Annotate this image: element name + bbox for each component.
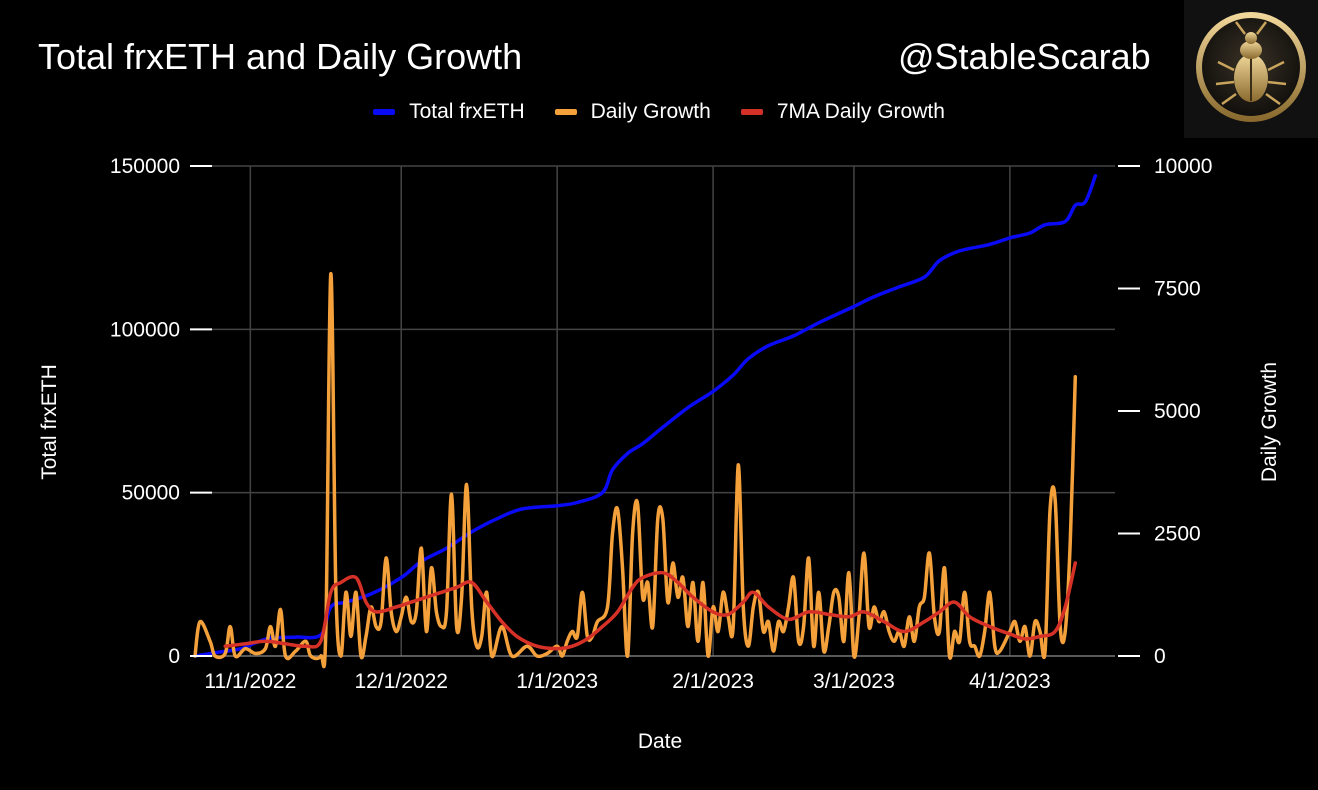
legend-label-ma: 7MA Daily Growth — [776, 100, 945, 123]
legend-swatch-ma — [740, 109, 763, 115]
legend-label-daily: Daily Growth — [590, 100, 711, 123]
y-axis-right-title: Daily Growth — [1258, 362, 1281, 482]
series-layer — [193, 174, 1098, 669]
legend-swatch-daily — [554, 109, 577, 115]
legend-swatch-total — [373, 109, 396, 115]
x-tick-label: 2/1/2023 — [672, 670, 754, 693]
x-tick-label: 3/1/2023 — [813, 670, 895, 693]
y-left-tick-label: 150000 — [110, 155, 180, 178]
x-tick-label: 1/1/2023 — [516, 670, 598, 693]
y-axis-left-title: Total frxETH — [38, 364, 61, 480]
y-right-tick-label: 2500 — [1154, 523, 1201, 546]
axis-layer: 0 50000 100000 150000 0 2500 5000 7500 10000 11/1… — [110, 155, 1212, 693]
series-line-7ma-daily-growth — [223, 561, 1078, 651]
series-line-total-frxeth — [193, 174, 1098, 658]
grid-layer — [195, 165, 1115, 657]
chart-title: Total frxETH and Daily Growth — [38, 36, 523, 77]
y-right-tick-label: 10000 — [1154, 155, 1212, 178]
x-tick-label: 11/1/2022 — [204, 670, 296, 693]
legend-label-total: Total frxETH — [409, 100, 525, 123]
legend-item-ma[interactable]: 7MA Daily Growth — [740, 100, 945, 124]
chart-legend: Total frxETH Daily Growth 7MA Daily Grow… — [0, 100, 1318, 124]
x-tick-label: 12/1/2022 — [355, 670, 448, 693]
scarab-beetle-logo-icon — [1184, 0, 1318, 138]
y-right-tick-label: 5000 — [1154, 400, 1201, 423]
x-axis-title: Date — [638, 730, 682, 753]
y-right-tick-label: 7500 — [1154, 278, 1201, 301]
y-right-tick-label: 0 — [1154, 645, 1166, 668]
legend-item-daily[interactable]: Daily Growth — [554, 100, 711, 124]
author-handle: @StableScarab — [898, 36, 1151, 77]
x-tick-label: 4/1/2023 — [969, 670, 1051, 693]
series-line-daily-growth — [193, 272, 1078, 669]
legend-item-total[interactable]: Total frxETH — [373, 100, 525, 124]
y-left-tick-label: 0 — [168, 645, 180, 668]
y-left-tick-label: 100000 — [110, 318, 180, 341]
y-left-tick-label: 50000 — [122, 482, 180, 505]
